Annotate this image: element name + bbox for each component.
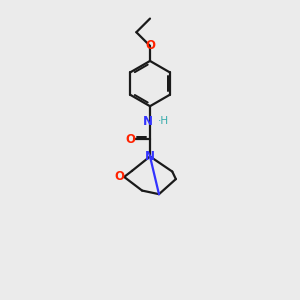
Text: O: O xyxy=(114,170,124,183)
Text: N: N xyxy=(145,150,155,163)
Text: N: N xyxy=(143,115,153,128)
Text: O: O xyxy=(126,133,136,146)
Text: ·H: ·H xyxy=(158,116,169,126)
Text: O: O xyxy=(145,39,155,52)
